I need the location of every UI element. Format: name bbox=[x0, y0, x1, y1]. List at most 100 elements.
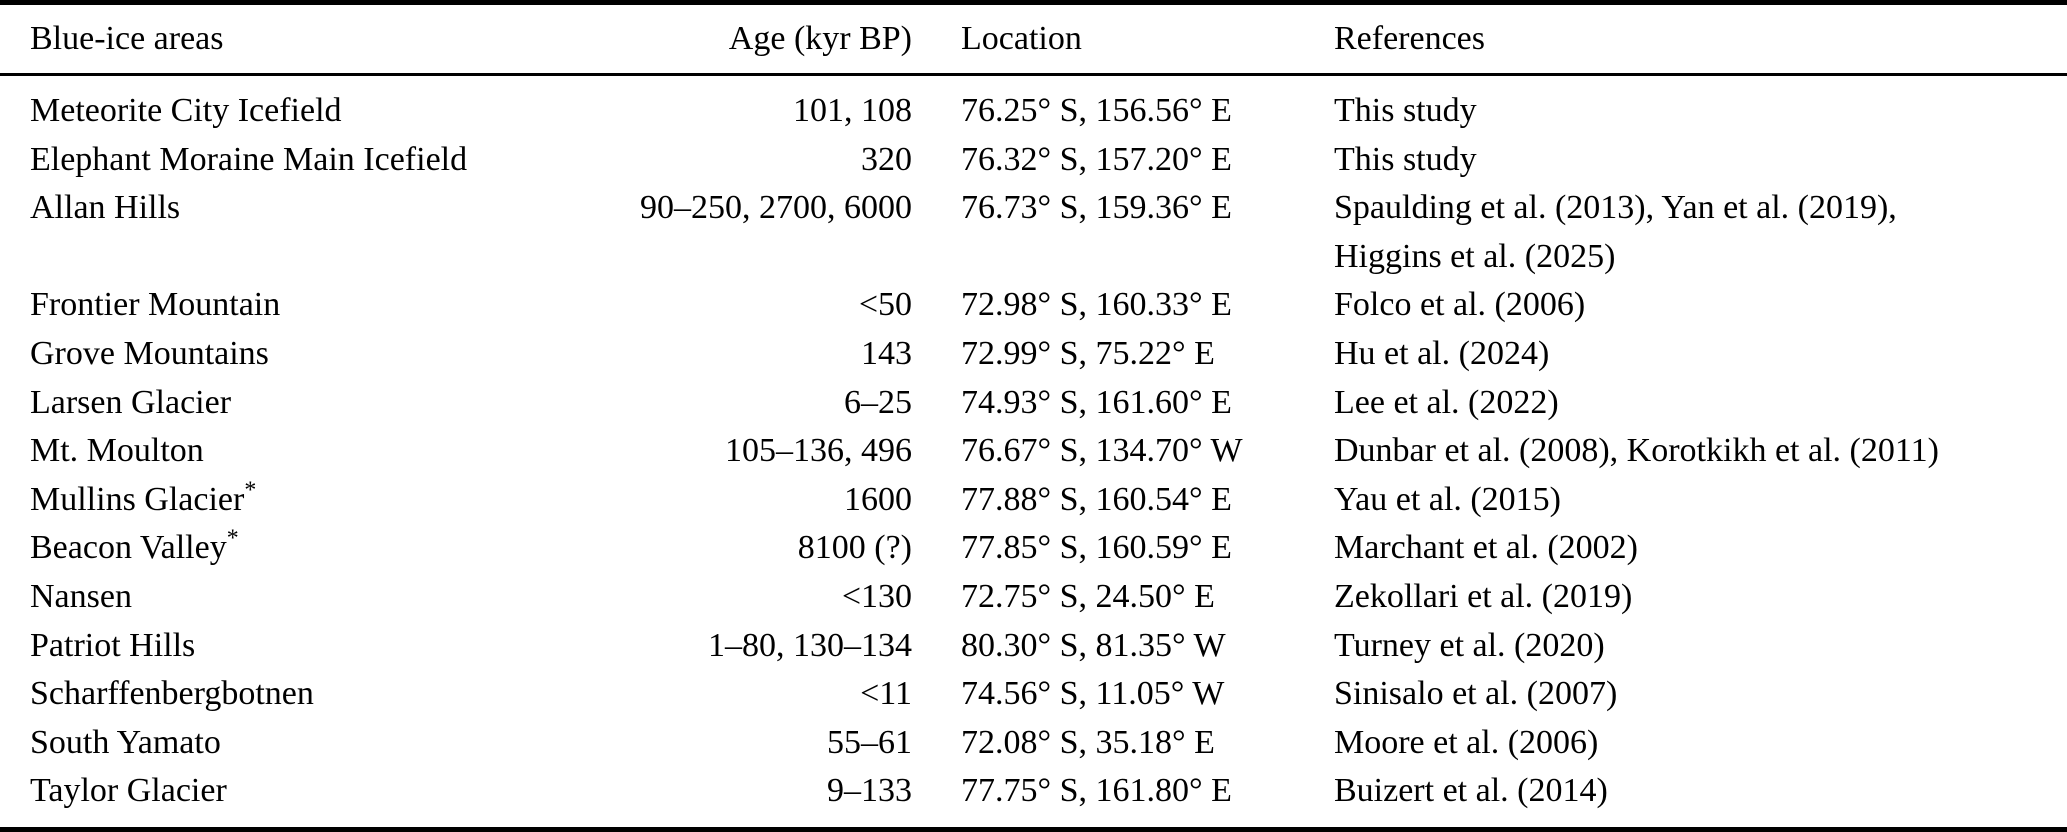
age-value: <11 bbox=[860, 675, 912, 713]
blue-ice-area-cell: Larsen Glacier bbox=[0, 379, 575, 428]
blue-ice-area-name: South Yamato bbox=[30, 723, 221, 761]
references-cell: Hu et al. (2024) bbox=[1334, 330, 2067, 379]
age-value: 143 bbox=[861, 334, 912, 372]
location-cell: 74.56° S, 11.05° W bbox=[912, 670, 1334, 719]
reference-line: Lee et al. (2022) bbox=[1334, 383, 1559, 421]
reference-line: Higgins et al. (2025) bbox=[1334, 237, 1616, 275]
age-cell: <130 bbox=[575, 573, 912, 622]
age-value: 6–25 bbox=[844, 383, 912, 421]
location-value: 74.93° S, 161.60° E bbox=[961, 383, 1232, 421]
blue-ice-area-name: Nansen bbox=[30, 577, 132, 615]
location-cell: 76.73° S, 159.36° E bbox=[912, 184, 1334, 281]
age-value: 1–80, 130–134 bbox=[708, 626, 912, 664]
blue-ice-area-name: Grove Mountains bbox=[30, 334, 269, 372]
table-row: Nansen <130 72.75° S, 24.50° E Zekollari… bbox=[0, 573, 2067, 622]
references-cell: This study bbox=[1334, 136, 2067, 185]
column-header-references: References bbox=[1334, 2, 2067, 76]
blue-ice-area-name: Beacon Valley bbox=[30, 529, 227, 567]
reference-line: Hu et al. (2024) bbox=[1334, 334, 1550, 372]
age-value: 1600 bbox=[844, 480, 912, 518]
blue-ice-area-cell: Elephant Moraine Main Icefield bbox=[0, 136, 575, 185]
table-row: Grove Mountains 143 72.99° S, 75.22° E H… bbox=[0, 330, 2067, 379]
age-cell: 320 bbox=[575, 136, 912, 185]
location-cell: 72.98° S, 160.33° E bbox=[912, 281, 1334, 330]
location-value: 72.99° S, 75.22° E bbox=[961, 334, 1215, 372]
reference-line: Folco et al. (2006) bbox=[1334, 286, 1586, 324]
references-cell: Dunbar et al. (2008), Korotkikh et al. (… bbox=[1334, 427, 2067, 476]
age-value: 320 bbox=[861, 140, 912, 178]
blue-ice-area-cell: Taylor Glacier bbox=[0, 767, 575, 829]
blue-ice-area-name: Frontier Mountain bbox=[30, 286, 281, 324]
table-row: Mullins Glacier* 1600 77.88° S, 160.54° … bbox=[0, 476, 2067, 525]
age-value: <130 bbox=[841, 577, 912, 615]
header-row: Blue-ice areas Age (kyr BP) Location Ref… bbox=[0, 2, 2067, 76]
age-cell: <50 bbox=[575, 281, 912, 330]
blue-ice-area-cell: South Yamato bbox=[0, 719, 575, 768]
location-cell: 76.25° S, 156.56° E bbox=[912, 75, 1334, 136]
location-value: 72.75° S, 24.50° E bbox=[961, 577, 1215, 615]
references-cell: Zekollari et al. (2019) bbox=[1334, 573, 2067, 622]
location-cell: 77.75° S, 161.80° E bbox=[912, 767, 1334, 829]
age-value: 9–133 bbox=[827, 772, 912, 810]
age-cell: 55–61 bbox=[575, 719, 912, 768]
blue-ice-area-cell: Mullins Glacier* bbox=[0, 476, 575, 525]
references-cell: This study bbox=[1334, 75, 2067, 136]
age-value: <50 bbox=[858, 286, 912, 324]
table-row: South Yamato 55–61 72.08° S, 35.18° E Mo… bbox=[0, 719, 2067, 768]
blue-ice-area-cell: Grove Mountains bbox=[0, 330, 575, 379]
age-cell: 101, 108 bbox=[575, 75, 912, 136]
location-cell: 76.32° S, 157.20° E bbox=[912, 136, 1334, 185]
location-cell: 77.88° S, 160.54° E bbox=[912, 476, 1334, 525]
blue-ice-area-cell: Meteorite City Icefield bbox=[0, 75, 575, 136]
age-cell: 90–250, 2700, 6000 bbox=[575, 184, 912, 281]
table-row: Larsen Glacier 6–25 74.93° S, 161.60° E … bbox=[0, 379, 2067, 428]
location-cell: 80.30° S, 81.35° W bbox=[912, 622, 1334, 671]
age-cell: 143 bbox=[575, 330, 912, 379]
reference-line: Turney et al. (2020) bbox=[1334, 626, 1605, 664]
references-cell: Yau et al. (2015) bbox=[1334, 476, 2067, 525]
reference-line: Dunbar et al. (2008), Korotkikh et al. (… bbox=[1334, 432, 1939, 470]
table-row: Scharffenbergbotnen <11 74.56° S, 11.05°… bbox=[0, 670, 2067, 719]
age-cell: 105–136, 496 bbox=[575, 427, 912, 476]
blue-ice-area-cell: Mt. Moulton bbox=[0, 427, 575, 476]
location-value: 80.30° S, 81.35° W bbox=[961, 626, 1226, 664]
table-row: Frontier Mountain <50 72.98° S, 160.33° … bbox=[0, 281, 2067, 330]
location-value: 74.56° S, 11.05° W bbox=[961, 675, 1225, 713]
table-row: Meteorite City Icefield 101, 108 76.25° … bbox=[0, 75, 2067, 136]
location-value: 76.32° S, 157.20° E bbox=[961, 140, 1232, 178]
age-value: 8100 (?) bbox=[797, 529, 912, 567]
references-cell: Turney et al. (2020) bbox=[1334, 622, 2067, 671]
asterisk-note: * bbox=[244, 477, 257, 504]
blue-ice-area-cell: Nansen bbox=[0, 573, 575, 622]
blue-ice-area-name: Patriot Hills bbox=[30, 626, 196, 664]
table-body: Meteorite City Icefield 101, 108 76.25° … bbox=[0, 75, 2067, 830]
location-value: 72.98° S, 160.33° E bbox=[961, 286, 1232, 324]
location-cell: 72.08° S, 35.18° E bbox=[912, 719, 1334, 768]
age-value: 90–250, 2700, 6000 bbox=[640, 189, 912, 227]
location-value: 77.88° S, 160.54° E bbox=[961, 480, 1232, 518]
references-cell: Spaulding et al. (2013), Yan et al. (201… bbox=[1334, 184, 2067, 281]
reference-line: Buizert et al. (2014) bbox=[1334, 772, 1608, 810]
table-row: Patriot Hills 1–80, 130–134 80.30° S, 81… bbox=[0, 622, 2067, 671]
table-header: Blue-ice areas Age (kyr BP) Location Ref… bbox=[0, 2, 2067, 76]
blue-ice-area-cell: Patriot Hills bbox=[0, 622, 575, 671]
reference-line: This study bbox=[1334, 92, 1477, 129]
blue-ice-area-cell: Scharffenbergbotnen bbox=[0, 670, 575, 719]
blue-ice-area-name: Allan Hills bbox=[30, 189, 181, 227]
references-cell: Folco et al. (2006) bbox=[1334, 281, 2067, 330]
column-header-location: Location bbox=[912, 2, 1334, 76]
blue-ice-area-name: Elephant Moraine Main Icefield bbox=[30, 140, 468, 178]
reference-line: Zekollari et al. (2019) bbox=[1334, 577, 1633, 615]
age-cell: 1600 bbox=[575, 476, 912, 525]
age-cell: 8100 (?) bbox=[575, 524, 912, 573]
age-cell: <11 bbox=[575, 670, 912, 719]
location-value: 76.67° S, 134.70° W bbox=[961, 432, 1243, 470]
location-value: 77.85° S, 160.59° E bbox=[961, 529, 1232, 567]
location-value: 72.08° S, 35.18° E bbox=[961, 723, 1215, 761]
table-row: Mt. Moulton 105–136, 496 76.67° S, 134.7… bbox=[0, 427, 2067, 476]
reference-line: Yau et al. (2015) bbox=[1334, 480, 1561, 518]
location-cell: 72.75° S, 24.50° E bbox=[912, 573, 1334, 622]
blue-ice-area-name: Taylor Glacier bbox=[30, 772, 227, 810]
references-cell: Lee et al. (2022) bbox=[1334, 379, 2067, 428]
